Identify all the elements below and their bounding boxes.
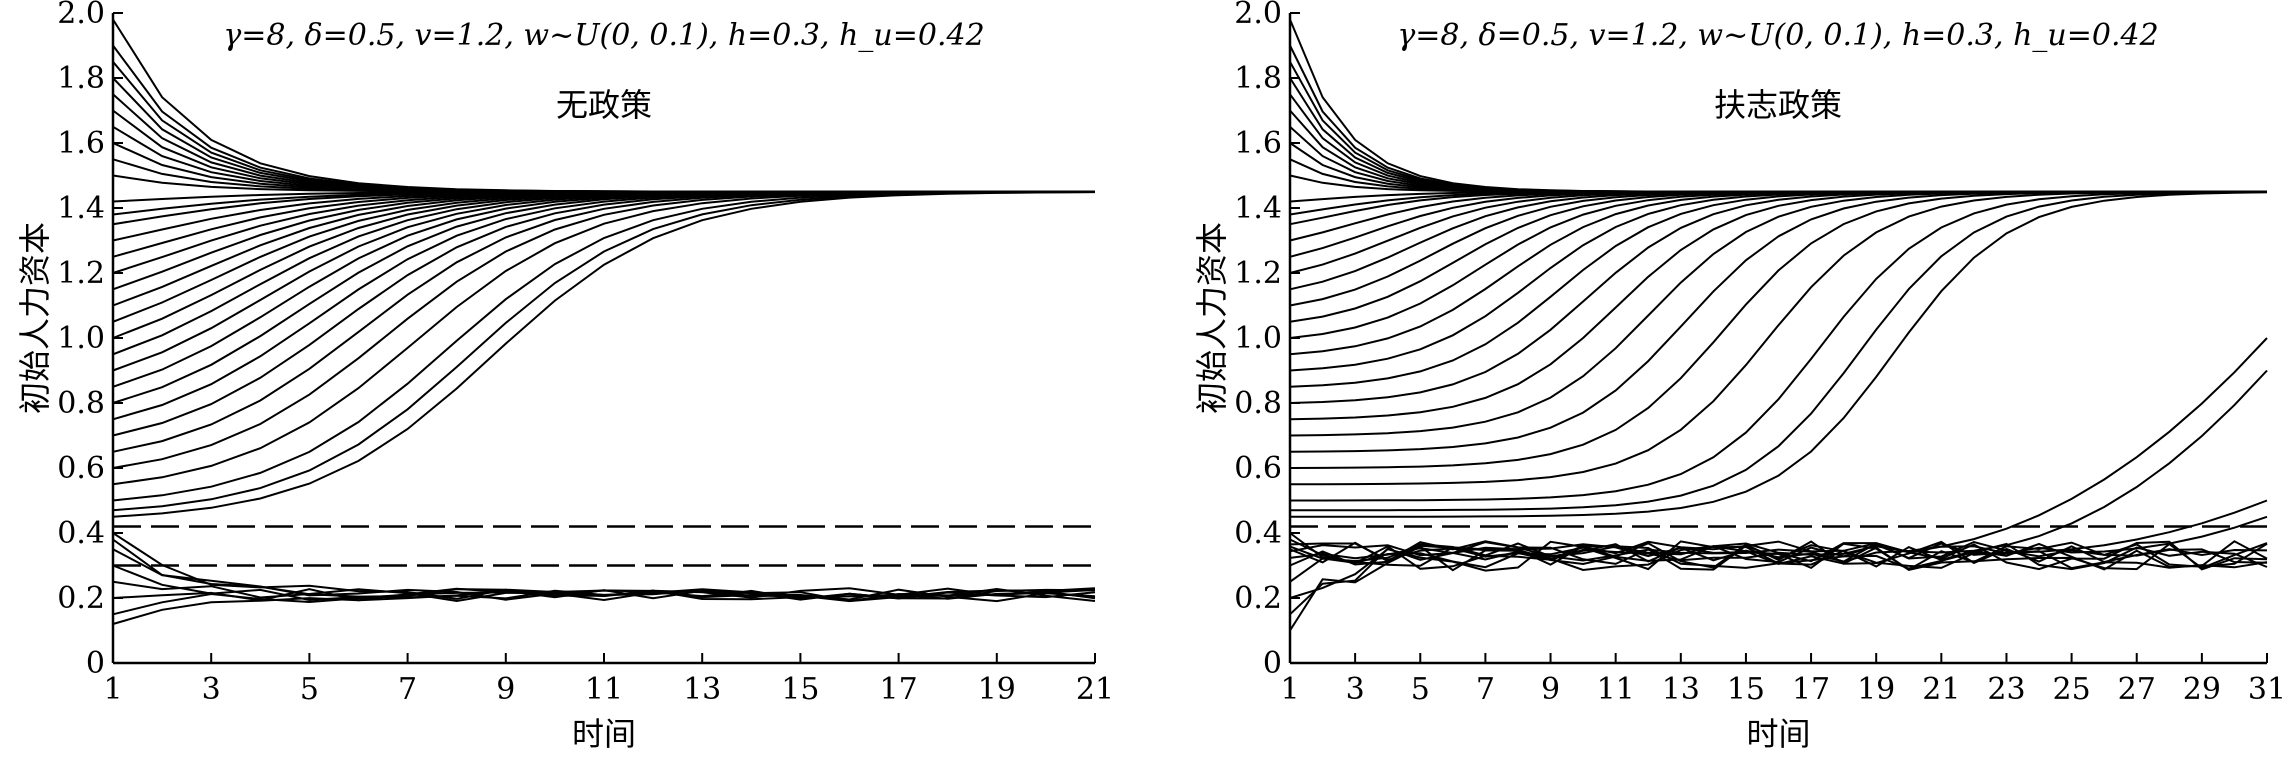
y-tick-label: 2.0: [57, 0, 105, 31]
y-tick-label: 0: [86, 646, 105, 681]
series-line: [1289, 499, 2268, 564]
series-line: [1289, 190, 2267, 421]
right-chart-panel: 00.20.40.60.81.01.21.41.61.82.01 3 5 7 9 11 13…: [1193, 0, 2286, 753]
chart-subtitle: 无政策: [556, 86, 652, 124]
y-tick-label: 1.8: [57, 61, 105, 96]
x-tick-label: 5: [300, 672, 319, 707]
series-line: [112, 191, 1096, 518]
x-tick-label: 19: [1857, 672, 1895, 707]
series-line: [1289, 190, 2268, 486]
x-tick-label: 5: [1411, 672, 1430, 707]
x-tick-label: 11: [1597, 672, 1635, 707]
x-axis-label: 时间: [1746, 715, 1810, 753]
x-tick-label: 13: [1662, 672, 1700, 707]
y-tick-label: 0.6: [1234, 451, 1282, 486]
series-line: [1289, 540, 2268, 599]
y-tick-label: 1.4: [1234, 191, 1282, 226]
series-line: [112, 190, 1095, 437]
series-line: [112, 191, 1096, 502]
chart-subtitle: 扶志政策: [1714, 86, 1842, 124]
series-line: [1289, 515, 2268, 563]
series-line: [112, 190, 1095, 356]
y-axis-label: 初始人力资本: [1193, 222, 1231, 414]
series-line: [112, 190, 1095, 323]
y-tick-label: 2.0: [1234, 0, 1282, 31]
series-line: [1289, 190, 2267, 339]
series-line: [112, 190, 1095, 469]
x-tick-label: 25: [2053, 672, 2091, 707]
series-line: [1289, 190, 2267, 469]
y-tick-label: 1.6: [57, 126, 105, 161]
series-lines: [1289, 19, 2268, 632]
series-line: [1289, 191, 2268, 512]
series-line: [112, 190, 1096, 453]
parameter-annotation: γ=8, δ=0.5, v=1.2, w~U(0, 0.1), h=0.3, h…: [1397, 18, 2158, 53]
x-tick-label: 15: [781, 672, 819, 707]
y-tick-label: 0.4: [1234, 516, 1282, 551]
y-tick-label: 0.2: [57, 581, 105, 616]
x-tick-label: 17: [1792, 672, 1830, 707]
y-tick-label: 0.4: [57, 516, 105, 551]
series-line: [1289, 190, 2267, 258]
x-tick-label: 7: [1476, 672, 1495, 707]
series-line: [1289, 190, 2267, 453]
series-line: [112, 190, 1095, 388]
y-tick-label: 1.0: [1234, 321, 1282, 356]
x-tick-label: 29: [2183, 672, 2221, 707]
series-line: [112, 125, 1095, 193]
y-tick-label: 1.2: [1234, 256, 1282, 291]
series-line: [112, 190, 1095, 291]
x-tick-label: 27: [2118, 672, 2156, 707]
y-tick-label: 0.6: [57, 451, 105, 486]
series-line: [112, 190, 1095, 372]
x-tick-label: 21: [1922, 672, 1960, 707]
series-line: [1289, 542, 2268, 632]
x-tick-label: 11: [585, 672, 623, 707]
x-axis-label: 时间: [572, 715, 636, 753]
series-line: [112, 191, 1096, 512]
y-tick-label: 1.0: [57, 321, 105, 356]
series-line: [1289, 61, 2267, 193]
series-line: [1290, 190, 2268, 502]
series-line: [1289, 337, 2268, 563]
series-line: [1289, 190, 2267, 372]
y-tick-label: 0.8: [57, 386, 105, 421]
x-tick-label: 1: [103, 672, 122, 707]
y-tick-label: 1.8: [1234, 61, 1282, 96]
x-tick-label: 9: [496, 672, 515, 707]
left-chart-panel: 00.20.40.60.81.01.21.41.61.82.01 3 5 7 9 11 13…: [16, 0, 1114, 753]
x-tick-label: 23: [1987, 672, 2025, 707]
series-line: [112, 587, 1096, 625]
y-tick-label: 0.2: [1234, 581, 1282, 616]
y-tick-label: 0.8: [1234, 386, 1282, 421]
x-tick-label: 31: [2248, 672, 2286, 707]
series-line: [1289, 190, 2267, 404]
series-lines: [112, 18, 1096, 625]
parameter-annotation: γ=8, δ=0.5, v=1.2, w~U(0, 0.1), h=0.3, h…: [223, 18, 984, 53]
x-tick-label: 21: [1076, 672, 1114, 707]
y-tick-label: 1.4: [57, 191, 105, 226]
x-tick-label: 1: [1280, 672, 1299, 707]
x-tick-label: 19: [978, 672, 1016, 707]
x-tick-label: 13: [683, 672, 721, 707]
series-line: [112, 588, 1096, 616]
x-tick-label: 3: [1346, 672, 1365, 707]
x-tick-label: 7: [398, 672, 417, 707]
x-tick-label: 17: [880, 672, 918, 707]
y-tick-label: 1.6: [1234, 126, 1282, 161]
y-axis-label: 初始人力资本: [16, 222, 54, 414]
y-tick-label: 0: [1263, 646, 1282, 681]
series-line: [1289, 191, 2268, 518]
series-line: [1289, 190, 2267, 307]
x-tick-label: 3: [202, 672, 221, 707]
y-tick-label: 1.2: [57, 256, 105, 291]
x-tick-label: 9: [1541, 672, 1560, 707]
x-tick-label: 15: [1727, 672, 1765, 707]
